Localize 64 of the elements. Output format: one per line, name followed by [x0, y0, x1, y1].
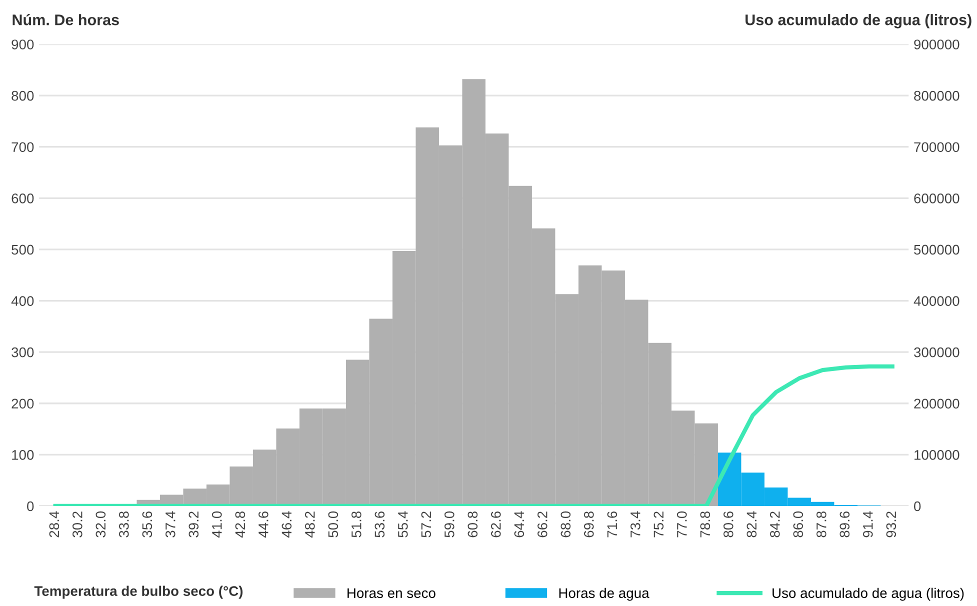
legend-label: Uso acumulado de agua (litros) [772, 588, 964, 601]
x-tick-label: 53.6 [374, 511, 385, 538]
x-tick-label: 37.4 [165, 511, 176, 538]
y-axis-title: Núm. De horas [12, 14, 119, 26]
x-tick-label: 89.6 [840, 511, 850, 538]
x-tick-label: 60.8 [468, 511, 478, 538]
x-tick-label: 48.2 [304, 512, 315, 538]
x-tick-label: 30.2 [72, 512, 82, 538]
x-axis-title: Temperatura de bulbo seco (°C) [34, 586, 243, 599]
x-tick-label: 86.0 [793, 511, 804, 538]
legend-label: Horas de agua [559, 588, 650, 601]
x-tick-label: 33.8 [118, 511, 129, 538]
y-tick-label: 900 [12, 40, 34, 50]
x-tick-label: 93.2 [886, 512, 896, 538]
x-tick-label: 62.6 [490, 511, 501, 538]
x-tick-label: 51.8 [351, 511, 362, 538]
y2-tick-label: 700000 [914, 142, 960, 152]
x-tick-label: 78.8 [700, 511, 710, 538]
x-tick-label: 66.2 [537, 512, 548, 538]
x-tick-label: 91.4 [862, 511, 873, 538]
x-tick-label: 55.4 [398, 511, 408, 538]
x-tick-label: 46.4 [282, 511, 292, 538]
y-tick-label: 500 [12, 244, 34, 255]
x-tick-label: 39.2 [188, 512, 199, 538]
y2-tick-label: 400000 [914, 296, 960, 306]
x-tick-label: 82.4 [746, 511, 757, 538]
x-tick-label: 50.0 [328, 511, 338, 538]
x-tick-label: 84.2 [770, 512, 780, 538]
x-tick-label: 44.6 [258, 511, 268, 538]
y2-tick-label: 600000 [914, 193, 960, 204]
y2-tick-label: 900000 [914, 40, 960, 50]
x-tick-label: 64.4 [514, 511, 524, 538]
line-series [53, 364, 894, 506]
legend-label: Horas en seco [348, 588, 436, 598]
y2-tick-label: 300000 [914, 347, 960, 358]
x-tick-label: 59.0 [444, 511, 454, 538]
x-tick-label: 32.0 [96, 511, 106, 538]
y2-tick-label: 100000 [914, 450, 960, 460]
x-tick-label: 35.6 [142, 511, 152, 538]
x-tick-label: 42.8 [235, 511, 246, 538]
x-tick-label: 75.2 [654, 512, 664, 538]
x-tick-label: 87.8 [816, 511, 826, 538]
y2-tick-label: 800000 [914, 90, 960, 101]
y-tick-label: 0 [27, 501, 34, 512]
y2-axis-title: Uso acumulado de agua (litros) [746, 14, 972, 28]
x-tick-label: 71.6 [607, 511, 618, 538]
y-tick-label: 700 [12, 142, 34, 152]
y-tick-label: 400 [11, 296, 34, 306]
y2-tick-label: 0 [914, 501, 921, 512]
y-tick-label: 200 [12, 398, 34, 409]
y-tick-label: 800 [12, 90, 34, 101]
x-tick-label: 77.0 [676, 511, 687, 538]
y2-tick-label: 500000 [914, 244, 960, 255]
x-tick-label: 80.6 [723, 511, 734, 538]
y-tick-label: 100 [12, 450, 34, 460]
x-tick-label: 57.2 [421, 512, 432, 538]
x-tick-label: 28.4 [49, 511, 60, 538]
y-tick-label: 600 [12, 193, 34, 204]
y-tick-label: 300 [12, 347, 34, 358]
y2-tick-label: 200000 [914, 398, 960, 409]
x-tick-label: 41.0 [212, 511, 222, 538]
x-tick-label: 68.0 [560, 511, 571, 538]
x-tick-label: 69.8 [584, 511, 594, 538]
x-tick-label: 73.4 [630, 511, 640, 538]
